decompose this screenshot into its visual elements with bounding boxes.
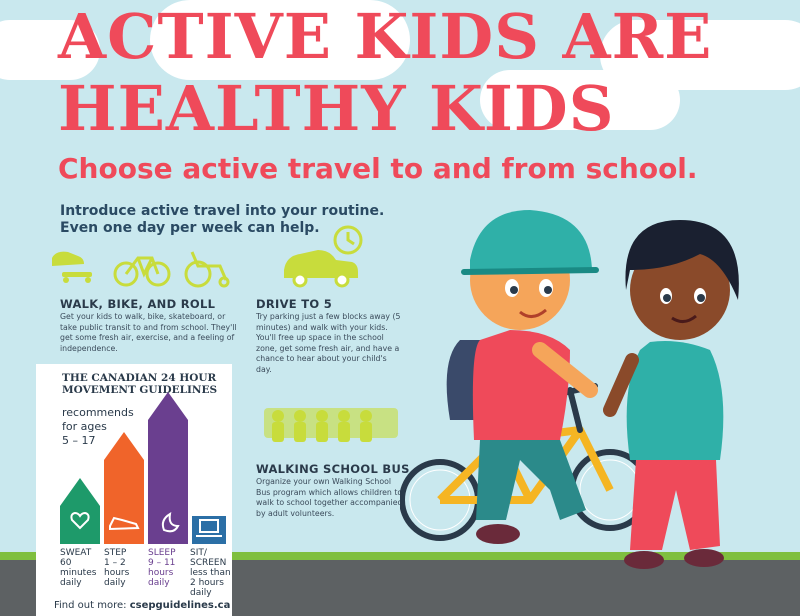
screen-label-4: 2 hours bbox=[190, 578, 224, 588]
rec-line-2: for ages bbox=[62, 420, 107, 433]
step-bar bbox=[104, 432, 144, 544]
sweat-label-3: minutes bbox=[60, 568, 97, 578]
guidelines-title-line-1: THE CANADIAN 24 HOUR bbox=[62, 372, 217, 384]
laptop-icon bbox=[196, 519, 222, 537]
walk-bike-roll-icons bbox=[52, 251, 230, 288]
walking-bus-icon bbox=[264, 408, 398, 442]
guidelines-recommends: recommends for ages 5 – 17 bbox=[62, 406, 134, 448]
drive-to-5-title: DRIVE TO 5 bbox=[256, 297, 333, 311]
step-label-4: daily bbox=[104, 578, 126, 588]
walk-bike-roll-title: WALK, BIKE, AND ROLL bbox=[60, 297, 216, 311]
sweat-label-4: daily bbox=[60, 578, 82, 588]
rec-line-3: 5 – 17 bbox=[62, 434, 96, 447]
shoe-icon bbox=[52, 251, 92, 283]
headline-line-1: ACTIVE KIDS ARE bbox=[58, 0, 713, 73]
girl bbox=[603, 220, 739, 569]
walk-bike-roll-body: Get your kids to walk, bike, skateboard,… bbox=[60, 312, 237, 353]
guidelines-footer: Find out more: csepguidelines.ca bbox=[54, 600, 230, 611]
bicycle-icon bbox=[113, 256, 171, 287]
screen-label: SIT/ SCREEN less than 2 hours daily bbox=[190, 548, 231, 598]
guidelines-bars bbox=[60, 392, 226, 544]
screen-label-3: less than bbox=[190, 568, 231, 578]
sweat-label-2: 60 bbox=[60, 558, 72, 568]
car-clock-icon bbox=[284, 225, 363, 288]
walking-school-bus-body: Organize your own Walking School Bus pro… bbox=[256, 477, 403, 518]
cloud bbox=[600, 20, 800, 90]
headline-line-2: HEALTHY KIDS bbox=[58, 72, 615, 145]
sweat-label-1: SWEAT bbox=[60, 548, 92, 558]
cloud bbox=[0, 20, 100, 80]
intro-text: Introduce active travel into your routin… bbox=[60, 203, 384, 237]
step-label-2: 1 – 2 bbox=[104, 558, 126, 568]
step-label-3: hours bbox=[104, 568, 130, 578]
screen-label-2: SCREEN bbox=[190, 558, 227, 568]
guidelines-title-line-2: MOVEMENT GUIDELINES bbox=[62, 384, 218, 396]
step-label-1: STEP bbox=[104, 548, 127, 558]
sleep-label-4: daily bbox=[148, 578, 170, 588]
guidelines-link[interactable]: csepguidelines.ca bbox=[129, 600, 231, 611]
car-icon bbox=[284, 250, 358, 288]
walking-school-bus-title: WALKING SCHOOL BUS bbox=[256, 462, 410, 476]
intro-line-1: Introduce active travel into your routin… bbox=[60, 203, 385, 219]
sleep-bar bbox=[148, 392, 188, 544]
shoe-icon bbox=[109, 516, 140, 531]
heart-icon bbox=[70, 511, 90, 530]
moon-icon bbox=[161, 512, 180, 533]
sleep-label-1: SLEEP bbox=[148, 548, 176, 558]
clock-icon bbox=[333, 225, 363, 255]
subtitle: Choose active travel to and from school. bbox=[58, 152, 698, 185]
rec-line-1: recommends bbox=[62, 406, 134, 419]
sweat-label: SWEAT 60 minutes daily bbox=[60, 548, 96, 588]
step-label: STEP 1 – 2 hours daily bbox=[104, 548, 129, 588]
cloud bbox=[150, 0, 410, 80]
sleep-label-2: 9 – 11 bbox=[148, 558, 176, 568]
drive-to-5-body: Try parking just a few blocks away (5 mi… bbox=[256, 312, 401, 374]
guidelines-title: THE CANADIAN 24 HOUR MOVEMENT GUIDELINES bbox=[62, 372, 217, 396]
sweat-bar bbox=[60, 478, 100, 544]
kids-illustration bbox=[400, 210, 739, 569]
sleep-label: SLEEP 9 – 11 hours daily bbox=[148, 548, 176, 588]
screen-label-1: SIT/ bbox=[190, 548, 207, 558]
intro-line-2: Even one day per week can help. bbox=[60, 220, 320, 236]
wheelchair-icon bbox=[184, 251, 230, 288]
screen-label-5: daily bbox=[190, 588, 212, 598]
boy bbox=[446, 210, 599, 544]
footer-prefix: Find out more: bbox=[54, 600, 127, 611]
sleep-label-3: hours bbox=[148, 568, 174, 578]
